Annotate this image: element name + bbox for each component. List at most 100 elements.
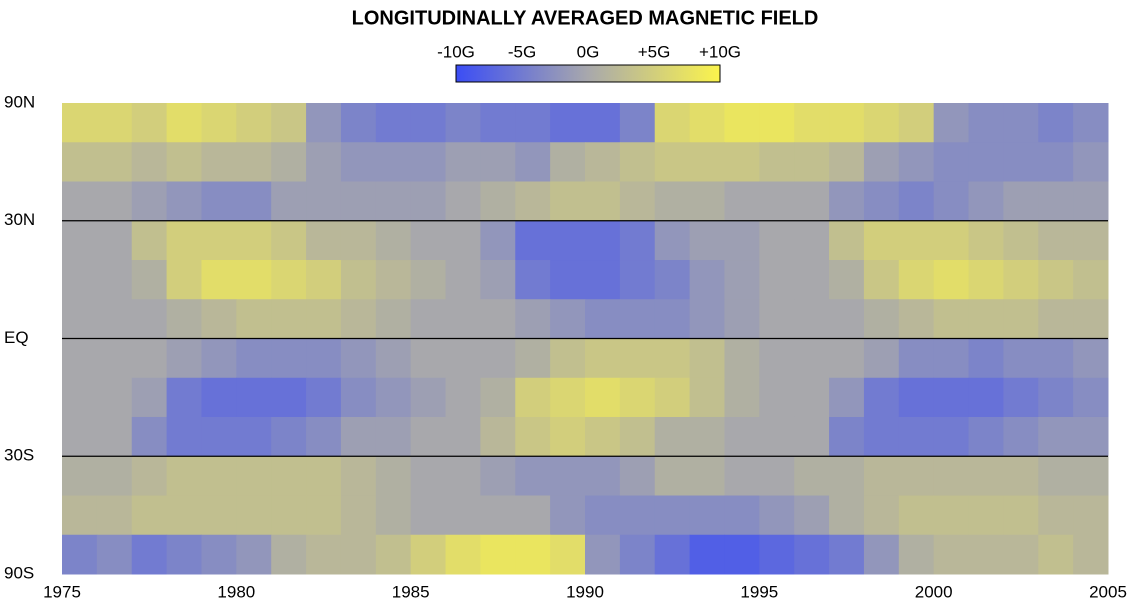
- heatmap-cell: [445, 142, 481, 182]
- heatmap-cell: [375, 338, 412, 379]
- heatmap-cell: [829, 299, 865, 339]
- colorbar-tick-label: 0G: [577, 42, 600, 61]
- heatmap-cell: [515, 299, 551, 339]
- heatmap-cell: [271, 103, 307, 143]
- heatmap-cell: [933, 260, 970, 300]
- heatmap-cell: [445, 377, 481, 418]
- heatmap-cell: [619, 260, 656, 300]
- heatmap-cell: [62, 416, 98, 457]
- heatmap-cell: [1073, 142, 1109, 182]
- heatmap-cell: [759, 142, 795, 182]
- heatmap-cell: [271, 220, 307, 261]
- heatmap-cell: [794, 103, 830, 143]
- heatmap-cell: [863, 181, 900, 222]
- heatmap-cell: [1038, 495, 1074, 536]
- heatmap-cell: [550, 299, 586, 339]
- heatmap-cell: [236, 220, 272, 261]
- heatmap-cell: [375, 416, 412, 457]
- heatmap-cell: [863, 338, 900, 379]
- heatmap-cell: [1038, 103, 1074, 143]
- heatmap-cell: [898, 377, 935, 418]
- heatmap-cell: [863, 220, 900, 261]
- heatmap-cell: [236, 181, 272, 222]
- heatmap-cell: [340, 534, 377, 575]
- heatmap-cell: [794, 377, 830, 418]
- heatmap-cell: [375, 220, 412, 261]
- heatmap-cell: [1003, 220, 1039, 261]
- heatmap-cell: [654, 495, 691, 536]
- heatmap-cell: [863, 456, 900, 497]
- heatmap-cell: [340, 416, 377, 457]
- colorbar: [455, 64, 721, 83]
- heatmap-cell: [1073, 456, 1109, 497]
- heatmap-cell: [759, 260, 795, 300]
- heatmap-cell: [410, 456, 447, 497]
- heatmap-cell: [201, 260, 237, 300]
- heatmap-cell: [236, 142, 272, 182]
- heatmap-cell: [654, 416, 691, 457]
- heatmap-cell: [271, 299, 307, 339]
- heatmap-cell: [236, 456, 272, 497]
- heatmap-cell: [515, 220, 551, 261]
- heatmap-cell: [1003, 416, 1039, 457]
- heatmap-cell: [445, 534, 481, 575]
- heatmap-cell: [585, 103, 621, 143]
- heatmap-cell: [759, 534, 795, 575]
- heatmap-cell: [1073, 299, 1109, 339]
- heatmap-cell: [236, 338, 272, 379]
- heatmap-cell: [1073, 377, 1109, 418]
- colorbar-tick-label: -10G: [437, 42, 475, 61]
- heatmap-cell: [863, 142, 900, 182]
- heatmap-cell: [829, 416, 865, 457]
- heatmap-cell: [131, 142, 168, 182]
- heatmap-cell: [480, 495, 516, 536]
- heatmap-cell: [1073, 534, 1109, 575]
- heatmap-cell: [1003, 260, 1039, 300]
- heatmap-cell: [724, 534, 760, 575]
- x-tick-label: 2000: [915, 582, 953, 601]
- heatmap-cell: [1003, 181, 1039, 222]
- heatmap-cell: [724, 377, 760, 418]
- heatmap-cell: [794, 456, 830, 497]
- heatmap-cell: [794, 534, 830, 575]
- heatmap-cell: [968, 181, 1004, 222]
- heatmap-cell: [794, 260, 830, 300]
- heatmap-cell: [689, 416, 725, 457]
- heatmap-cell: [62, 220, 98, 261]
- heatmap-cell: [829, 142, 865, 182]
- heatmap-cell: [201, 142, 237, 182]
- heatmap-cell: [271, 338, 307, 379]
- heatmap-cell: [410, 495, 447, 536]
- heatmap-cell: [689, 260, 725, 300]
- heatmap-cell: [236, 299, 272, 339]
- heatmap-cell: [1038, 377, 1074, 418]
- y-tick-label: 30N: [4, 210, 35, 229]
- heatmap-cell: [480, 299, 516, 339]
- heatmap-cell: [271, 534, 307, 575]
- heatmap-cell: [968, 299, 1004, 339]
- heatmap-cell: [131, 534, 168, 575]
- heatmap-cell: [724, 181, 760, 222]
- y-tick-label: 90N: [4, 92, 35, 111]
- heatmap-cell: [933, 495, 970, 536]
- heatmap-cell: [271, 416, 307, 457]
- heatmap-cell: [375, 260, 412, 300]
- heatmap-cell: [236, 416, 272, 457]
- heatmap-cell: [410, 103, 447, 143]
- heatmap-cell: [96, 495, 133, 536]
- heatmap-cell: [1003, 456, 1039, 497]
- heatmap-cell: [829, 338, 865, 379]
- heatmap-cell: [340, 103, 377, 143]
- heatmap-cell: [410, 220, 447, 261]
- x-tick-label: 1995: [740, 582, 778, 601]
- heatmap-cell: [585, 220, 621, 261]
- heatmap-cell: [829, 103, 865, 143]
- heatmap-cell: [898, 220, 935, 261]
- heatmap-cell: [1073, 495, 1109, 536]
- heatmap-cell: [340, 377, 377, 418]
- heatmap-cell: [306, 495, 342, 536]
- heatmap-cell: [271, 456, 307, 497]
- heatmap-cell: [131, 220, 168, 261]
- heatmap-cell: [201, 534, 237, 575]
